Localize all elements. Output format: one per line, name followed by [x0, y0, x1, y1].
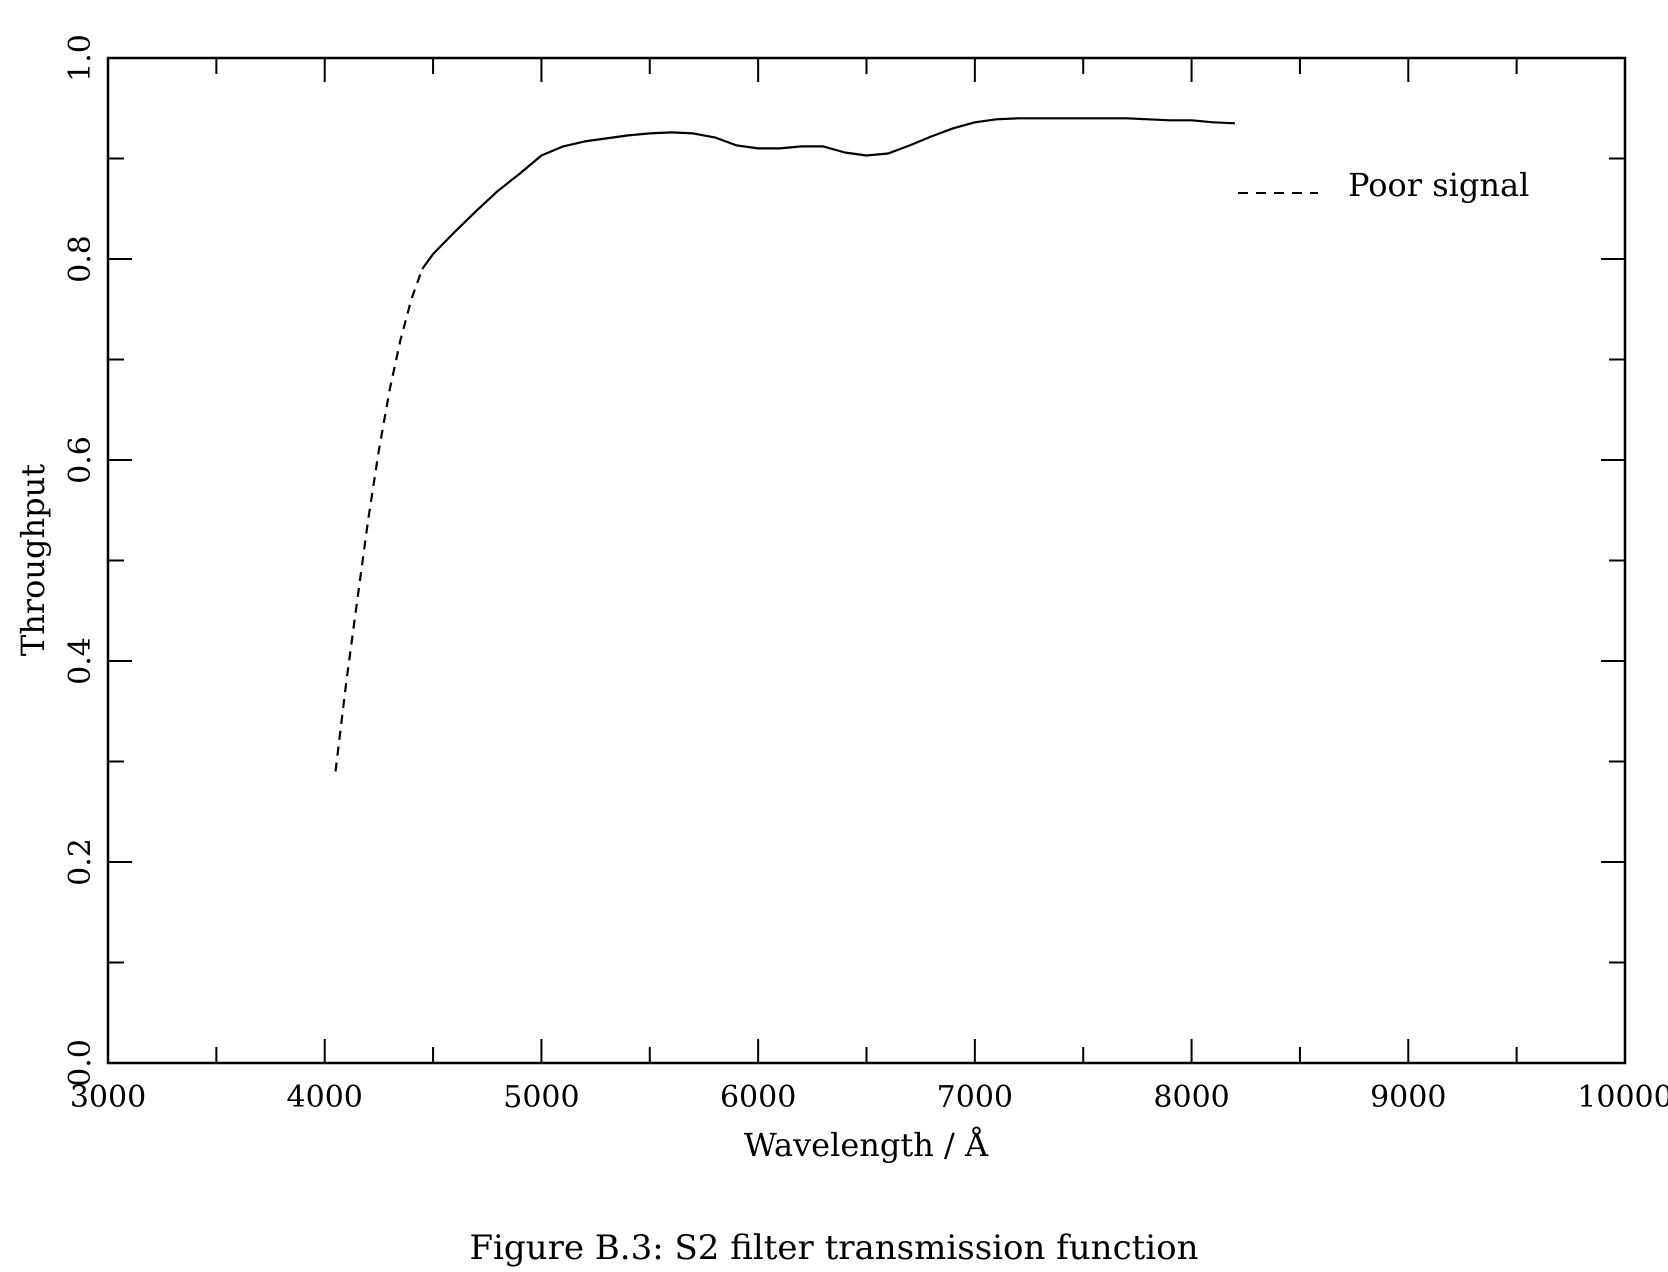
- y-tick-label: 0.8: [63, 235, 98, 283]
- legend-label-poor-signal: Poor signal: [1348, 166, 1529, 204]
- y-axis-tick-labels: 0.0 0.2 0.4 0.6 0.8 1.0: [63, 34, 98, 1087]
- series-layer: [334, 117, 1235, 772]
- y-tick-label: 0.0: [63, 1039, 98, 1087]
- x-tick-label: 3000: [70, 1080, 146, 1115]
- y-axis-label: Throughput: [14, 464, 52, 656]
- x-tick-label: 5000: [503, 1080, 579, 1115]
- figure-caption: Figure B.3: S2 filter transmission funct…: [469, 1228, 1199, 1268]
- x-axis-label: Wavelength / Å: [744, 1126, 989, 1164]
- x-tick-label: 10000: [1577, 1080, 1668, 1115]
- y-tick-label: 0.4: [63, 637, 98, 685]
- y-axis-ticks: [108, 57, 1625, 1064]
- x-tick-label: 7000: [937, 1080, 1013, 1115]
- y-tick-label: 0.2: [63, 838, 98, 886]
- series-throughput-line: [421, 117, 1235, 270]
- legend: Poor signal: [1238, 166, 1529, 204]
- y-tick-label: 1.0: [63, 34, 98, 82]
- y-tick-label: 0.6: [63, 436, 98, 484]
- x-axis-tick-labels: 3000 4000 5000 6000 7000 8000 9000 10000: [70, 1080, 1668, 1115]
- series-poor-signal-line: [334, 268, 424, 772]
- x-tick-label: 6000: [720, 1080, 796, 1115]
- x-tick-label: 9000: [1370, 1080, 1446, 1115]
- x-tick-label: 8000: [1153, 1080, 1229, 1115]
- x-axis-ticks: [107, 58, 1626, 1063]
- plot-frame: [106, 56, 1627, 1065]
- x-tick-label: 4000: [287, 1080, 363, 1115]
